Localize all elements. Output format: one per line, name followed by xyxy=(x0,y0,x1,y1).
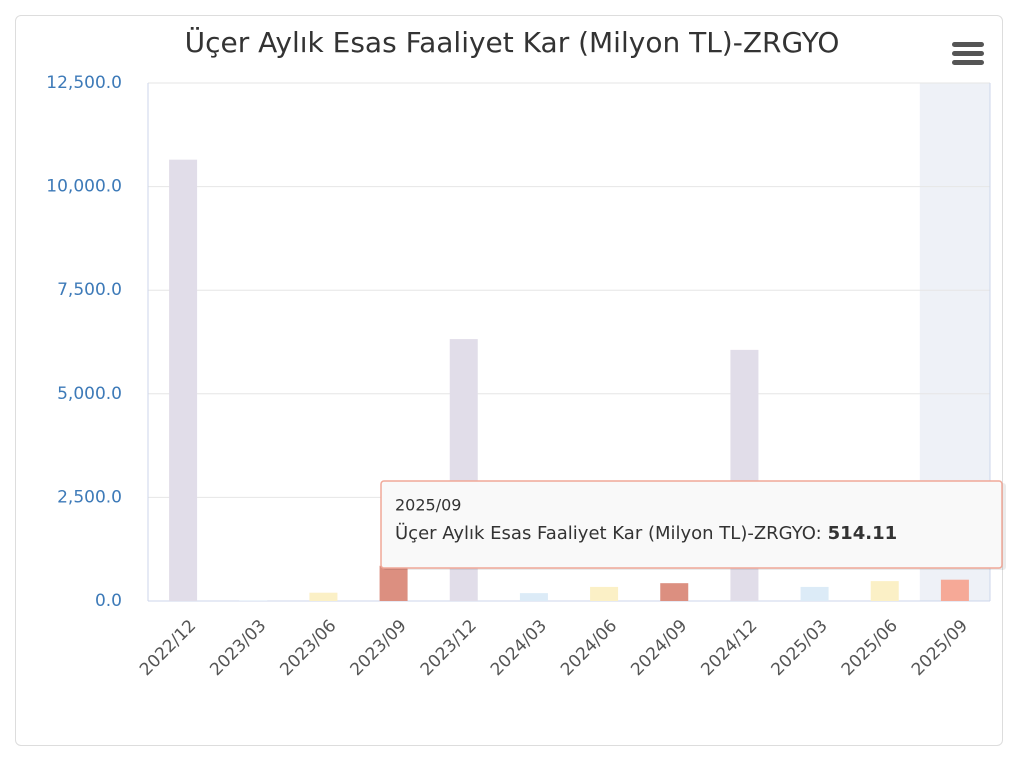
bar xyxy=(309,592,338,601)
bar xyxy=(870,581,899,601)
bar xyxy=(660,583,689,601)
x-tick-label: 2024/06 xyxy=(557,616,621,680)
y-tick-label: 5,000.0 xyxy=(57,384,122,404)
x-tick-label: 2024/03 xyxy=(487,616,551,680)
tooltip-value: 514.11 xyxy=(828,523,897,544)
bar xyxy=(169,159,198,601)
tooltip-line: Üçer Aylık Esas Faaliyet Kar (Milyon TL)… xyxy=(395,522,897,544)
bar xyxy=(519,593,548,601)
tooltip-label: Üçer Aylık Esas Faaliyet Kar (Milyon TL)… xyxy=(395,522,822,544)
chart-title: Üçer Aylık Esas Faaliyet Kar (Milyon TL)… xyxy=(185,25,840,59)
tooltip-box xyxy=(380,480,1003,569)
card xyxy=(15,15,1003,746)
menu-line[interactable] xyxy=(952,60,984,65)
menu-line[interactable] xyxy=(952,42,984,47)
y-tick-label: 0.0 xyxy=(95,591,122,611)
menu-line[interactable] xyxy=(952,51,984,56)
y-tick-label: 7,500.0 xyxy=(57,280,122,300)
x-tick-label: 2024/09 xyxy=(627,616,691,680)
x-tick-label: 2023/06 xyxy=(276,616,340,680)
bar xyxy=(940,579,969,601)
y-tick-label: 10,000.0 xyxy=(46,177,122,197)
x-tick-label: 2025/06 xyxy=(838,616,902,680)
x-tick-label: 2024/12 xyxy=(697,616,761,680)
bar xyxy=(590,586,619,601)
y-tick-label: 2,500.0 xyxy=(57,487,122,507)
x-tick-label: 2023/09 xyxy=(347,616,411,680)
x-tick-label: 2023/03 xyxy=(206,616,270,680)
plot: 0.0 2,500.0 5,000.0 7,500.0 10,000.0 12,500.0… xyxy=(46,73,1006,680)
x-tick-label: 2022/12 xyxy=(136,616,200,680)
bar xyxy=(379,565,408,601)
tooltip: 2025/09 Üçer Aylık Esas Faaliyet Kar (Mil… xyxy=(380,480,1006,570)
x-tick-label: 2023/12 xyxy=(417,616,481,680)
bar xyxy=(800,586,829,601)
x-tick-label: 2025/03 xyxy=(768,616,832,680)
tooltip-header: 2025/09 xyxy=(395,496,461,515)
x-tick-label: 2025/09 xyxy=(908,616,972,680)
y-tick-label: 12,500.0 xyxy=(46,73,122,93)
menu-button[interactable] xyxy=(950,36,986,70)
